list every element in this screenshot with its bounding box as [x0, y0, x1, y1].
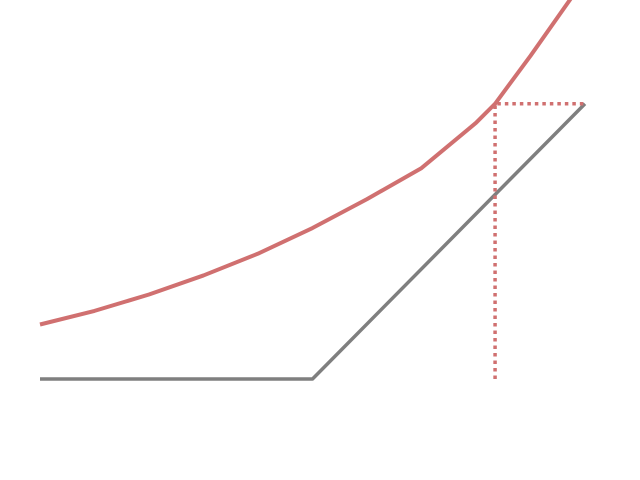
- series-layer: [39, 0, 587, 381]
- reference-dotted-line-1: [493, 102, 585, 379]
- reference-layer: [493, 102, 585, 379]
- series-line-2: [39, 0, 573, 327]
- series-line-1: [40, 102, 587, 381]
